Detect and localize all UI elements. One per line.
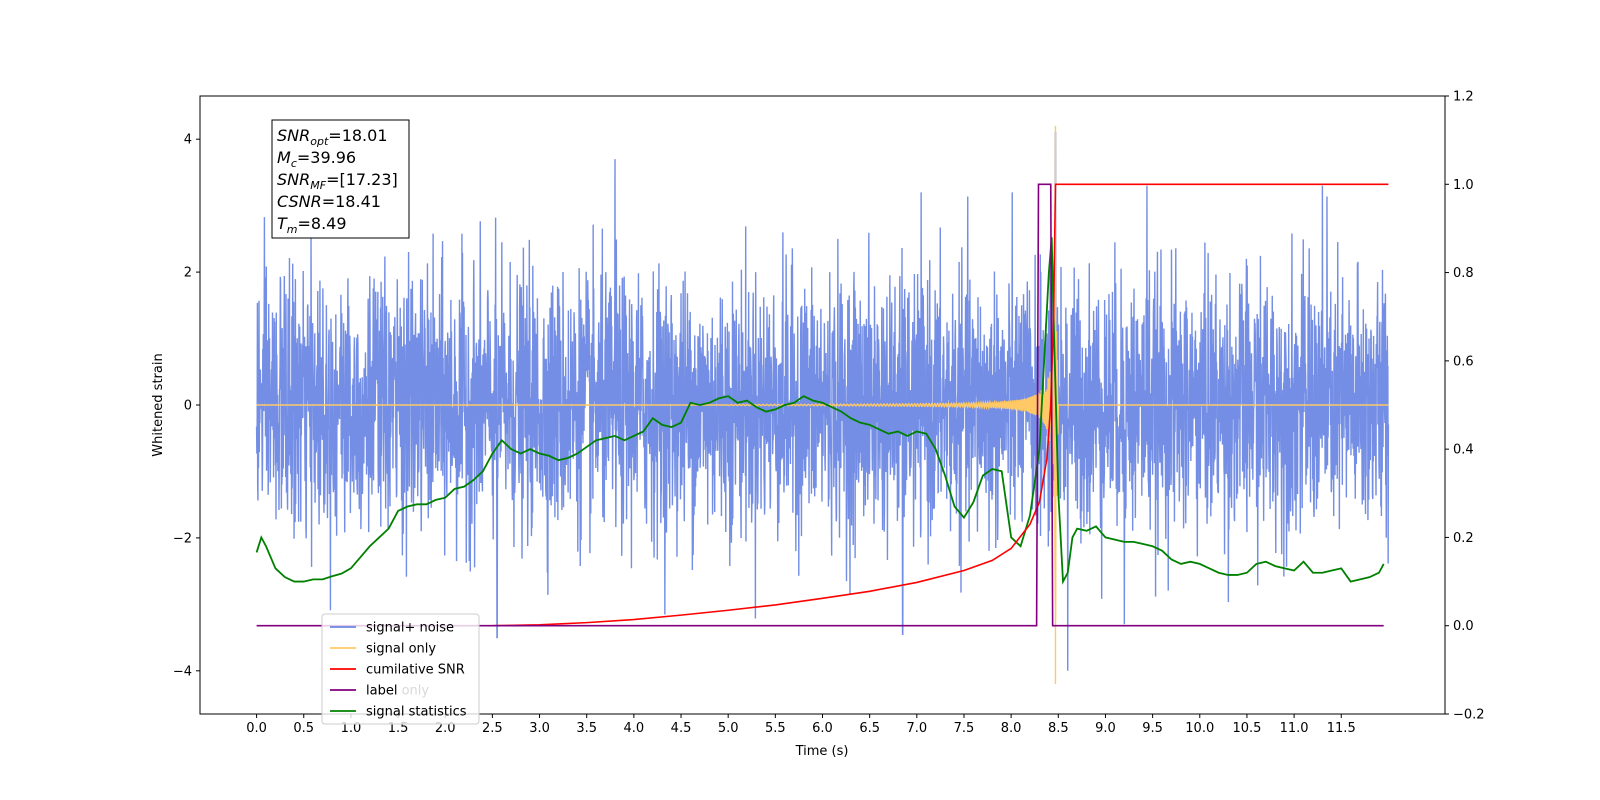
info-box-frame xyxy=(271,119,410,239)
legend-ghost-label: signal statistics xyxy=(366,705,467,720)
x-tick-label: 9.5 xyxy=(1142,721,1163,736)
y-right-tick-label: 1.0 xyxy=(1453,178,1474,193)
y-right-tick-label: 0.6 xyxy=(1453,354,1474,369)
x-tick-label: 3.5 xyxy=(576,721,597,736)
x-tick-label: 10.5 xyxy=(1232,721,1261,736)
x-tick-label: 5.0 xyxy=(718,721,739,736)
plot-area xyxy=(255,125,1390,685)
legend-label: cumilative SNR xyxy=(366,663,465,678)
legend-label: signal+ noise xyxy=(366,621,454,636)
y-right-tick-label: 0.4 xyxy=(1453,443,1474,458)
info-line: SNRMF=[17.23] xyxy=(277,170,398,192)
x-tick-label: 7.0 xyxy=(906,721,927,736)
x-tick-label: 5.5 xyxy=(765,721,786,736)
x-tick-label: 8.5 xyxy=(1048,721,1069,736)
info-line: CSNR=18.41 xyxy=(277,192,381,211)
y-left-tick-label: 4 xyxy=(184,133,192,148)
x-tick-label: 9.0 xyxy=(1095,721,1116,736)
y-right-tick-label: 0.0 xyxy=(1453,619,1474,634)
x-axis-label: Time (s) xyxy=(795,744,849,759)
y-axis-right: −0.2 0.0 0.2 0.4 0.6 0.8 1.0 1.2 xyxy=(1445,90,1485,723)
x-axis: 0.0 0.5 1.0 1.5 2.0 2.5 3.0 3.5 4.0 4.5 5.0 5.5 6.0 6… xyxy=(246,714,1356,736)
legend-label: signal statistics xyxy=(366,705,467,720)
x-tick-label: 2.0 xyxy=(435,721,456,736)
x-tick-label: 0.5 xyxy=(293,721,314,736)
x-tick-label: 3.0 xyxy=(529,721,550,736)
x-tick-label: 1.5 xyxy=(388,721,409,736)
x-tick-label: 7.5 xyxy=(954,721,975,736)
y-left-tick-label: −2 xyxy=(173,531,192,546)
legend-ghost-label: label only xyxy=(366,684,429,699)
y-left-tick-label: 0 xyxy=(184,399,192,414)
series-cumulative-snr xyxy=(492,183,1389,627)
x-tick-label: 0.0 xyxy=(246,721,267,736)
info-line: SNRopt=18.01 xyxy=(277,126,388,148)
x-tick-label: 4.0 xyxy=(624,721,645,736)
x-tick-label: 11.0 xyxy=(1280,721,1309,736)
info-box: SNRopt=18.01Mc=39.96SNRMF=[17.23]CSNR=18… xyxy=(271,119,410,239)
series-signal-noise xyxy=(255,131,1390,671)
x-tick-label: 6.0 xyxy=(812,721,833,736)
legend-frame xyxy=(321,613,480,725)
info-line: Tm=8.49 xyxy=(277,214,347,236)
legend-label: signal only xyxy=(366,642,436,657)
x-tick-label: 4.5 xyxy=(671,721,692,736)
x-tick-label: 10.0 xyxy=(1185,721,1214,736)
series-signal-statistics xyxy=(255,237,1385,585)
y-axis-left-label: Whitened strain xyxy=(151,353,166,456)
series-signal-only xyxy=(256,125,1389,685)
legend: label only signal statistics signal+ noise… xyxy=(321,613,480,725)
y-right-tick-label: 0.2 xyxy=(1453,531,1474,546)
series-label xyxy=(256,183,1384,627)
y-right-tick-label: 1.2 xyxy=(1453,90,1474,105)
legend-label: label xyxy=(366,684,397,699)
x-tick-label: 8.0 xyxy=(1001,721,1022,736)
x-tick-label: 11.5 xyxy=(1327,721,1356,736)
y-right-tick-label: 0.8 xyxy=(1453,266,1474,281)
y-right-tick-label: −0.2 xyxy=(1453,708,1485,723)
x-tick-label: 1.0 xyxy=(341,721,362,736)
x-tick-label: 2.5 xyxy=(482,721,503,736)
y-left-tick-label: 2 xyxy=(184,266,192,281)
info-line: Mc=39.96 xyxy=(277,148,356,170)
y-left-tick-label: −4 xyxy=(173,664,192,679)
x-tick-label: 6.5 xyxy=(859,721,880,736)
y-axis-left: −4 −2 0 2 4 xyxy=(173,133,200,679)
